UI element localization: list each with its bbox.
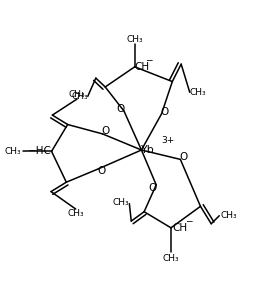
Text: Yb: Yb <box>141 145 155 155</box>
Text: O: O <box>179 152 188 162</box>
Text: CH₃: CH₃ <box>4 147 21 156</box>
Text: O: O <box>161 106 169 117</box>
Text: CH₃: CH₃ <box>126 35 143 44</box>
Text: O: O <box>101 126 109 136</box>
Text: −: − <box>145 55 153 64</box>
Text: CH₃: CH₃ <box>71 92 88 101</box>
Text: CH₃: CH₃ <box>190 88 206 97</box>
Text: O: O <box>149 183 157 193</box>
Text: CH₃: CH₃ <box>69 90 85 99</box>
Text: 3+: 3+ <box>161 136 175 145</box>
Text: CH₃: CH₃ <box>113 198 129 207</box>
Text: CH₃: CH₃ <box>220 211 237 220</box>
Text: −HC: −HC <box>28 146 52 156</box>
Text: −: − <box>185 216 193 225</box>
Text: CH₃: CH₃ <box>67 209 84 218</box>
Text: CH: CH <box>172 223 188 233</box>
Text: O: O <box>97 167 105 176</box>
Text: CH: CH <box>135 62 150 72</box>
Text: CH₃: CH₃ <box>163 254 179 263</box>
Text: O: O <box>117 104 125 114</box>
